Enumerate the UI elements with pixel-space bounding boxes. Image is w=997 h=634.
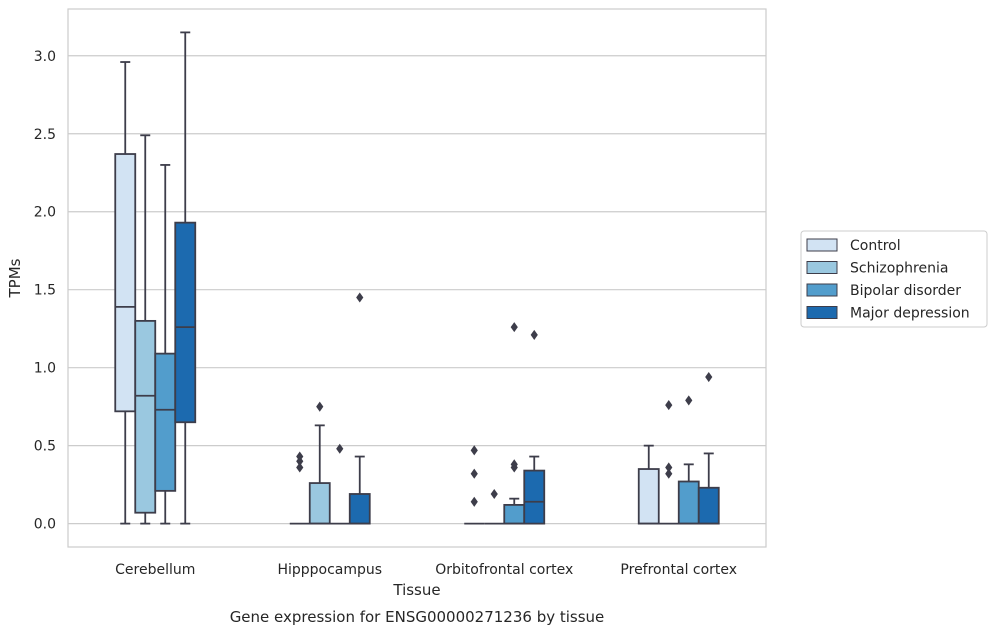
y-tick-labels: 0.0 0.5 1.0 1.5 2.0 2.5 3.0: [34, 49, 56, 533]
outlier-point: [490, 488, 498, 500]
outlier-point: [296, 462, 304, 473]
outlier-point: [510, 459, 518, 470]
box-schizophrenia-cerebellum: [134, 134, 157, 525]
legend-label: Schizophrenia: [850, 261, 948, 277]
legend-items: Control Schizophrenia Bipolar disorder Majo…: [806, 238, 970, 322]
x-tick-labels: Cerebellum Hipppocampus Orbitofrontal cort…: [115, 562, 737, 578]
iqr-box: [308, 482, 331, 525]
box-major-depression-orbitofrontal-cortex: [523, 329, 546, 525]
box-bipolar-disorder-orbitofrontal-cortex: [503, 322, 526, 525]
outlier-point: [665, 400, 673, 411]
legend-swatch: [806, 306, 838, 319]
y-tick-label: 1.5: [34, 283, 56, 299]
y-tick-label: 3.0: [34, 49, 56, 65]
legend-swatch: [806, 283, 838, 297]
box-schizophrenia-orbitofrontal-cortex: [484, 488, 505, 525]
y-tick-label: 2.5: [34, 127, 56, 143]
outlier-point: [316, 401, 324, 412]
box-control-hipppocampus: [289, 451, 310, 525]
outlier-point: [470, 496, 478, 507]
chart-caption: Gene expression for ENSG00000271236 by t…: [230, 608, 605, 626]
box-bipolar-disorder-hipppocampus: [329, 443, 350, 525]
box-groups: [114, 31, 720, 525]
box-major-depression-hipppocampus: [348, 292, 371, 525]
outlier-point: [470, 468, 478, 479]
box-control-prefrontal-cortex: [637, 444, 660, 525]
box-major-depression-prefrontal-cortex: [697, 371, 720, 525]
legend: Control Schizophrenia Bipolar disorder Majo…: [800, 230, 988, 328]
iqr-box: [677, 480, 700, 525]
box-schizophrenia-prefrontal-cortex: [658, 400, 679, 525]
iqr-box: [697, 486, 720, 525]
legend-item-control: Control: [806, 238, 901, 254]
outlier-point: [665, 468, 673, 479]
iqr-box: [503, 503, 526, 525]
legend-frame: [800, 230, 988, 328]
legend-label: Bipolar disorder: [850, 283, 961, 299]
iqr-box: [174, 221, 197, 424]
y-tick-label: 0.0: [34, 517, 56, 533]
box-bipolar-disorder-cerebellum: [154, 164, 177, 525]
x-tick-label-orbitofrontal-cortex: Orbitofrontal cortex: [435, 562, 573, 578]
outlier-point: [336, 443, 344, 454]
x-tick-label-prefrontal-cortex: Prefrontal cortex: [620, 562, 737, 578]
legend-swatch: [806, 261, 838, 274]
x-tick-label-hipppocampus: Hipppocampus: [277, 562, 382, 578]
legend-swatch: [806, 238, 838, 252]
outlier-point: [356, 292, 364, 303]
plot-frame: [67, 8, 767, 548]
box-control-orbitofrontal-cortex: [464, 445, 485, 525]
y-axis-label: TPMs: [6, 258, 24, 298]
iqr-box: [637, 468, 660, 525]
box-schizophrenia-hipppocampus: [308, 401, 331, 525]
outlier-point: [470, 445, 478, 456]
x-tick-label-cerebellum: Cerebellum: [115, 562, 195, 578]
legend-item-major-depression: Major depression: [806, 306, 970, 322]
outlier-point: [296, 451, 304, 462]
box-major-depression-cerebellum: [174, 31, 197, 525]
iqr-box: [523, 469, 546, 525]
outlier-point: [705, 371, 713, 383]
box-control-cerebellum: [114, 61, 137, 525]
box-bipolar-disorder-prefrontal-cortex: [677, 395, 700, 525]
legend-label: Major depression: [850, 306, 970, 322]
outlier-point: [685, 395, 693, 406]
y-tick-label: 1.0: [34, 361, 56, 377]
iqr-box: [134, 319, 157, 514]
legend-label: Control: [850, 238, 901, 254]
iqr-box: [348, 493, 371, 525]
outlier-point: [665, 462, 673, 473]
x-axis-label: Tissue: [392, 581, 440, 599]
y-tick-label: 0.5: [34, 439, 56, 455]
legend-item-schizophrenia: Schizophrenia: [806, 261, 948, 277]
y-tick-label: 2.0: [34, 205, 56, 221]
outlier-point: [510, 322, 518, 333]
iqr-box: [114, 153, 137, 413]
outlier-point: [530, 329, 538, 340]
iqr-box: [154, 352, 177, 492]
legend-item-bipolar-disorder: Bipolar disorder: [806, 283, 961, 299]
